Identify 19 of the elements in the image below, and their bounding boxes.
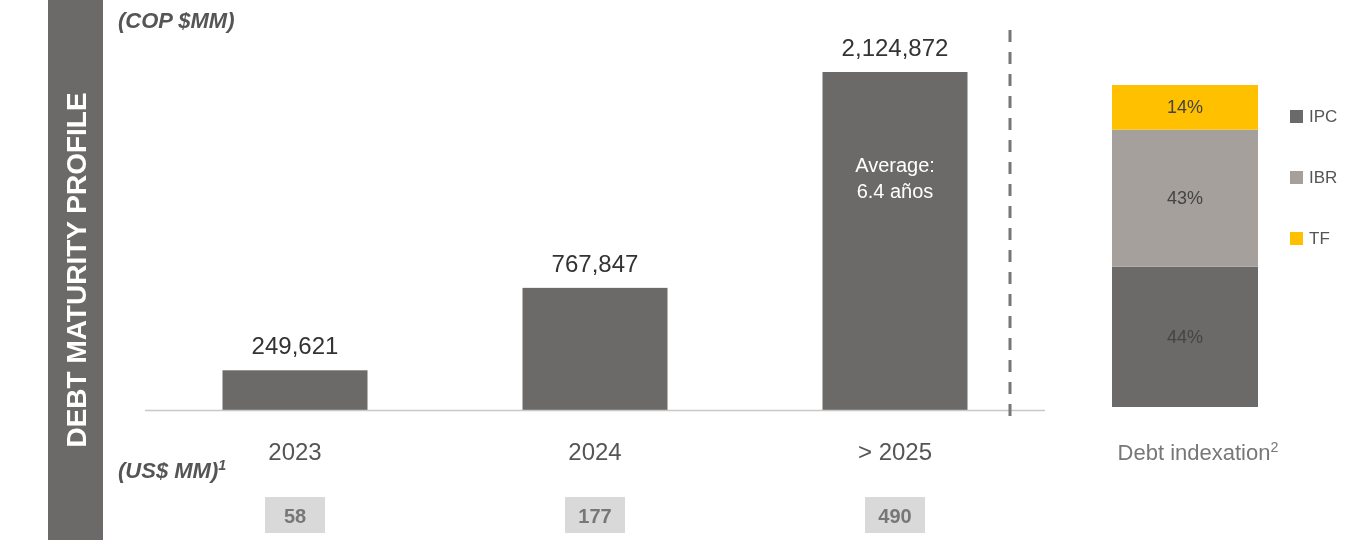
x-tick-label: 2024 — [568, 438, 622, 465]
x-tick-label: 2023 — [268, 438, 322, 465]
legend-label: TF — [1309, 229, 1330, 248]
annotation: Average: 6.4 años — [855, 154, 935, 202]
data-label: 767,847 — [551, 249, 639, 277]
data-label: 43% — [1166, 188, 1204, 209]
data-label: 2,124,872 — [841, 34, 949, 61]
data-label: 14% — [1166, 97, 1204, 118]
text: DEBT MATURITY PROFILE — [61, 92, 92, 448]
text: 58 — [283, 505, 307, 527]
text: (US$ MM)$^{1}$ — [118, 457, 227, 483]
data-label: 249,621 — [251, 332, 339, 360]
legend-label: IPC — [1309, 107, 1338, 126]
text: 490 — [878, 505, 912, 527]
x-axis-title: Debt indexation$^{2}$ — [1117, 439, 1279, 465]
y-axis-title: (COP $MM) — [118, 8, 235, 33]
text: 177 — [578, 505, 612, 527]
x-tick-label: > 2025 — [857, 438, 933, 465]
legend-label: IBR — [1309, 168, 1338, 187]
